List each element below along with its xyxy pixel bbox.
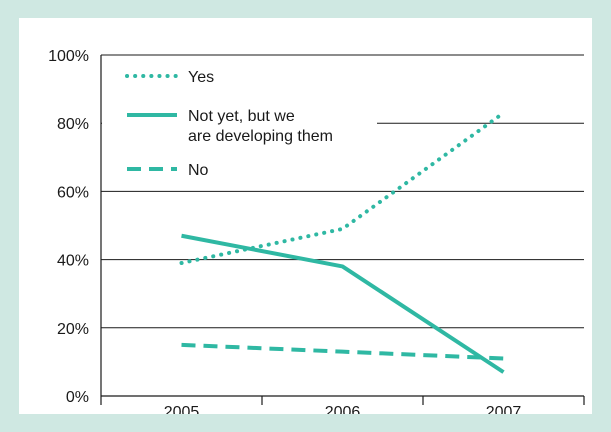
series-line-dotted (179, 110, 506, 266)
x-tick-label: 2005 (164, 404, 200, 414)
legend-label: Not yet, but we (188, 108, 295, 125)
y-tick-label: 40% (57, 253, 89, 270)
y-tick-label: 100% (48, 48, 89, 65)
y-tick-label: 20% (57, 321, 89, 338)
y-tick-label: 60% (57, 184, 89, 201)
axes (100, 55, 585, 405)
y-tick-label: 80% (57, 116, 89, 133)
x-tick-labels: 2005 2006 2007 (164, 404, 522, 414)
legend-label: No (188, 162, 209, 179)
series-line-solid (181, 233, 505, 374)
series-lines (179, 110, 506, 374)
series-line-dashed (181, 342, 504, 361)
legend-label: are developing them (188, 128, 333, 145)
x-tick-label: 2007 (486, 404, 522, 414)
legend: Yes Not yet, but we are developing them No (102, 58, 377, 188)
y-tick-label: 0% (66, 389, 89, 406)
x-tick-label: 2006 (325, 404, 361, 414)
line-chart: 0% 20% 40% 60% 80% 100% 2005 2006 2007 Yes Not y… (48, 48, 585, 414)
y-tick-labels: 0% 20% 40% 60% 80% 100% (48, 48, 89, 406)
legend-box (102, 58, 377, 188)
legend-label: Yes (188, 69, 214, 86)
chart-panel: 0% 20% 40% 60% 80% 100% 2005 2006 2007 Yes Not y… (19, 18, 592, 414)
